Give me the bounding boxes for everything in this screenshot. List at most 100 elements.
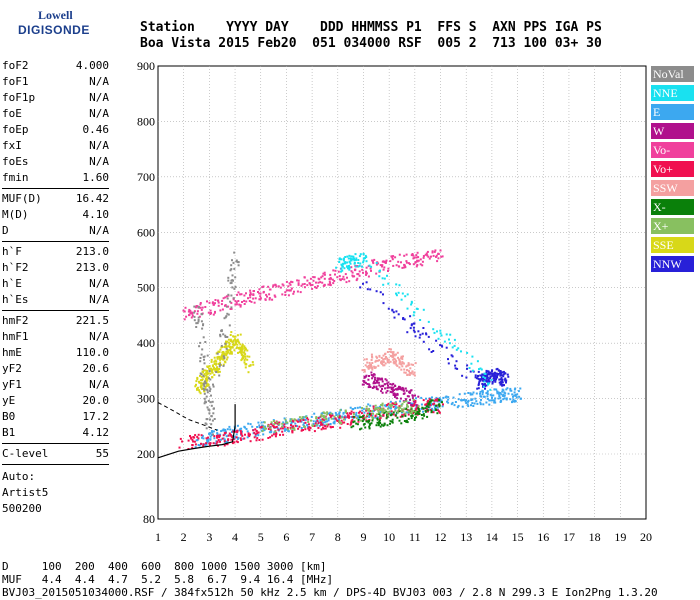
echo-point [208, 368, 211, 371]
echo-point [203, 392, 206, 395]
echo-point [502, 398, 505, 401]
echo-point [196, 312, 199, 315]
echo-point [252, 293, 255, 296]
echo-point [514, 400, 517, 403]
echo-point [373, 258, 376, 261]
echo-point [294, 418, 297, 421]
echo-point [486, 393, 489, 396]
echo-point [263, 429, 266, 432]
echo-point [376, 381, 378, 384]
echo-point [223, 352, 226, 355]
echo-point [473, 402, 476, 405]
header-line-1: Station YYYY DAY DDD HHMMSS P1 FFS S AXN… [140, 20, 602, 35]
echo-point [445, 333, 448, 336]
echo-point [184, 306, 187, 309]
echo-point [410, 404, 413, 406]
echo-point [338, 261, 341, 263]
echo-point [391, 402, 394, 405]
echo-point [213, 356, 216, 359]
echo-point [225, 443, 228, 446]
series-vo- [178, 397, 444, 450]
echo-point [333, 280, 336, 282]
echo-point [409, 367, 412, 370]
echo-point [254, 428, 257, 431]
echo-point [202, 374, 205, 377]
echo-point [498, 378, 501, 381]
echo-point [358, 414, 361, 417]
echo-point [368, 366, 371, 369]
echo-point [344, 256, 347, 258]
echo-point [476, 387, 479, 390]
echo-point [420, 403, 423, 406]
echo-point [398, 253, 401, 256]
echo-point [185, 315, 188, 318]
echo-point [215, 442, 218, 445]
echo-point [306, 424, 309, 426]
echo-point [321, 275, 324, 278]
echo-point [281, 425, 283, 428]
echo-point [247, 422, 250, 425]
echo-point [340, 419, 343, 422]
echo-point [210, 369, 213, 372]
echo-point [189, 435, 191, 437]
echo-point [494, 372, 497, 375]
echo-point [225, 346, 228, 349]
echo-point [317, 277, 320, 280]
y-tick-label: 300 [137, 392, 155, 406]
echo-point [216, 366, 218, 369]
echo-point [331, 414, 334, 417]
echo-point [312, 276, 315, 279]
echo-point [413, 256, 416, 259]
echo-point [390, 391, 393, 394]
echo-point [206, 406, 209, 409]
echo-point [481, 393, 484, 396]
echo-point [216, 357, 219, 360]
echo-point [207, 372, 210, 375]
echo-point [402, 389, 405, 392]
echo-point [341, 269, 344, 272]
echo-point [238, 303, 241, 306]
echo-point [404, 371, 407, 374]
echo-point [374, 366, 377, 369]
echo-point [226, 356, 229, 359]
echo-point [463, 392, 466, 395]
echo-point [269, 428, 272, 431]
echo-point [433, 409, 436, 412]
echo-point [410, 402, 413, 405]
echo-point [245, 300, 248, 303]
echo-point [294, 422, 297, 425]
echo-point [435, 254, 438, 257]
echo-point [210, 430, 213, 433]
echo-point [371, 366, 373, 369]
echo-point [354, 265, 357, 268]
echo-point [302, 416, 305, 419]
echo-point [242, 354, 245, 357]
echo-point [243, 355, 246, 358]
echo-point [198, 315, 201, 318]
x-tick-label: 1 [155, 530, 161, 544]
echo-point [213, 437, 216, 440]
echo-point [407, 410, 410, 413]
echo-point [358, 255, 361, 258]
echo-point [421, 417, 424, 420]
echo-point [291, 430, 294, 432]
echo-point [302, 429, 304, 431]
echo-point [239, 437, 242, 440]
echo-point [334, 417, 337, 420]
echo-point [400, 404, 403, 407]
echo-point [392, 411, 395, 414]
echo-point [212, 442, 215, 445]
echo-point [213, 367, 216, 370]
echo-point [351, 258, 354, 261]
echo-point [436, 260, 439, 263]
echo-point [438, 399, 441, 402]
echo-point [416, 410, 419, 413]
echo-point [338, 418, 340, 421]
echo-point [306, 417, 309, 419]
echo-point [379, 411, 382, 414]
echo-point [340, 258, 343, 261]
echo-point [392, 402, 395, 405]
echo-point [373, 365, 376, 368]
echo-point [369, 404, 372, 407]
echo-point [204, 380, 206, 383]
